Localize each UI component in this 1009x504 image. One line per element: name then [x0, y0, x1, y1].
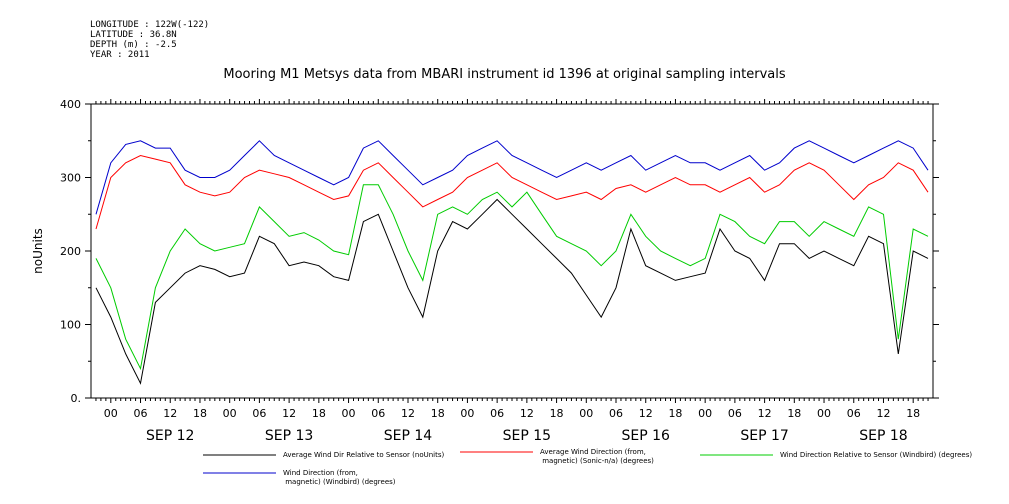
y-tick-label: 300: [60, 172, 81, 185]
x-day-label: SEP 13: [265, 428, 313, 444]
x-day-label: SEP 17: [740, 428, 788, 444]
x-day-label: SEP 12: [146, 428, 194, 444]
x-day-label: SEP 18: [859, 428, 907, 444]
x-hour-label: 00: [223, 407, 237, 420]
x-hour-label: 00: [817, 407, 831, 420]
x-hour-label: 12: [282, 407, 296, 420]
plot-series-group: [95, 140, 929, 385]
x-hour-label: 12: [520, 407, 534, 420]
metadata-block: LONGITUDE : 122W(-122) LATITUDE : 36.8N …: [90, 20, 209, 60]
x-hour-label: 18: [550, 407, 564, 420]
x-hour-label: 00: [342, 407, 356, 420]
y-tick-label: 100: [60, 319, 81, 332]
x-hour-label: 06: [134, 407, 148, 420]
depth-text: DEPTH (m) : -2.5: [90, 40, 177, 50]
x-hour-label: 06: [490, 407, 504, 420]
x-hour-label: 12: [758, 407, 772, 420]
legend-label-1: Average Wind Dir Relative to Sensor (noU…: [283, 451, 444, 459]
y-axis-label: noUnits: [31, 228, 45, 274]
y-tick-label: 400: [60, 98, 81, 111]
series-line-3: [95, 184, 929, 371]
x-hour-label: 06: [609, 407, 623, 420]
series-line-1: [95, 198, 929, 385]
year-text: YEAR : 2011: [90, 50, 150, 60]
x-hour-label: 06: [371, 407, 385, 420]
plot-frame: [90, 103, 934, 399]
x-hour-label: 00: [579, 407, 593, 420]
x-hour-label: 06: [252, 407, 266, 420]
longitude-text: LONGITUDE : 122W(-122): [90, 20, 210, 30]
x-day-label: SEP 14: [384, 428, 433, 444]
legend-label-4: Wind Direction (from, magnetic) (Windbir…: [283, 469, 396, 486]
x-hour-label: 12: [163, 407, 177, 420]
y-tick-label: 200: [60, 245, 81, 258]
x-hour-label: 18: [906, 407, 920, 420]
x-hour-label: 12: [876, 407, 890, 420]
x-hour-label: 18: [668, 407, 682, 420]
x-hour-label: 18: [312, 407, 326, 420]
x-hour-label: 18: [431, 407, 445, 420]
y-tick-label: 0.: [71, 392, 82, 405]
series-line-2: [95, 154, 929, 230]
x-hour-label: 12: [639, 407, 653, 420]
x-day-label: SEP 16: [622, 428, 671, 444]
legend-label-3: Wind Direction Relative to Sensor (Windb…: [780, 451, 972, 459]
x-hour-label: 06: [847, 407, 861, 420]
legend-label-2: Average Wind Direction (from, magnetic) …: [540, 448, 654, 465]
x-hour-label: 00: [698, 407, 712, 420]
x-hour-label: 18: [787, 407, 801, 420]
x-hour-label: 18: [193, 407, 207, 420]
legend: Average Wind Dir Relative to Sensor (noU…: [203, 448, 972, 486]
x-day-label: SEP 15: [503, 428, 551, 444]
axes-group: 0. 100 200 300 400 00 06 12 18 00 06 12 18 00 06 12 18 00…: [60, 98, 939, 444]
x-hour-label: 12: [401, 407, 415, 420]
x-hour-label: 00: [104, 407, 118, 420]
chart-title: Mooring M1 Metsys data from MBARI instru…: [223, 67, 786, 82]
x-hour-label: 00: [460, 407, 474, 420]
series-line-4: [95, 140, 929, 215]
x-hour-label: 06: [728, 407, 742, 420]
latitude-text: LATITUDE : 36.8N: [90, 30, 177, 40]
